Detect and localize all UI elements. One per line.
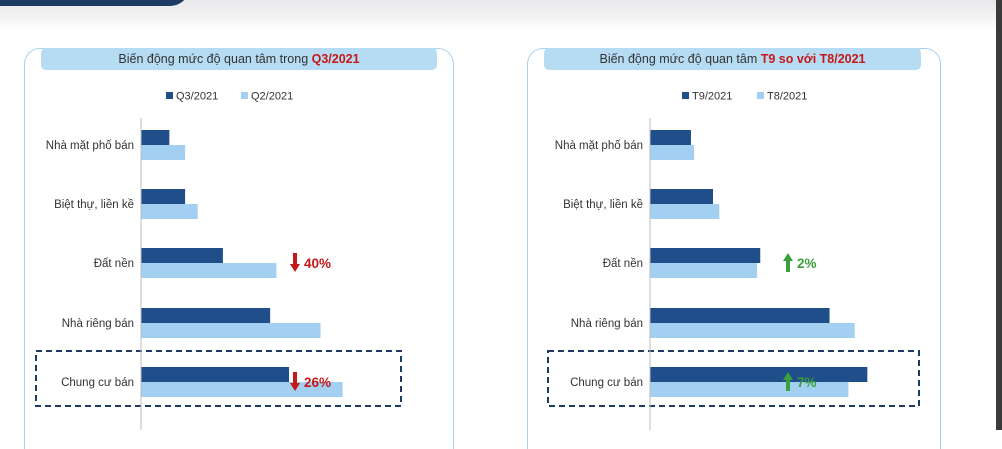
legend-swatch-right-0 bbox=[682, 92, 689, 99]
category-label-left-0: Nhà mặt phố bán bbox=[46, 140, 134, 152]
category-label-left-4: Chung cư bán bbox=[61, 377, 134, 389]
legend-label-right-1: T8/2021 bbox=[767, 91, 807, 103]
legend-label-left-0: Q3/2021 bbox=[176, 91, 218, 103]
category-label-right-3: Nhà riêng bán bbox=[571, 318, 643, 330]
legend-swatch-left-1 bbox=[241, 92, 248, 99]
bar-chart-right: T9/2021 T8/2021 Nhà mặt phố bán Biệt thự, l… bbox=[547, 91, 920, 430]
change-label-left-1: 26% bbox=[304, 375, 331, 390]
window-edge bbox=[996, 0, 1002, 430]
bar-left-0-1 bbox=[141, 145, 186, 160]
category-label-right-1: Biệt thự, liền kề bbox=[563, 199, 643, 211]
category-label-right-0: Nhà mặt phố bán bbox=[555, 140, 643, 152]
chart-title-left-text: Biến động mức độ quan tâm trong bbox=[118, 52, 312, 66]
chart-title-left: Biến động mức độ quan tâm trong Q3/2021 bbox=[41, 48, 437, 70]
change-arrow-left-0-icon bbox=[290, 253, 300, 272]
bar-right-2-0 bbox=[650, 248, 761, 263]
category-label-left-2: Đất nền bbox=[94, 258, 134, 270]
chart-title-right-text: Biến động mức độ quan tâm bbox=[599, 52, 761, 66]
category-label-left-1: Biệt thự, liền kề bbox=[54, 199, 134, 211]
header-accent bbox=[0, 0, 190, 6]
bar-right-1-1 bbox=[650, 204, 720, 219]
bar-left-3-1 bbox=[141, 323, 321, 338]
legend-label-right-0: T9/2021 bbox=[692, 91, 732, 103]
bar-right-1-0 bbox=[650, 189, 713, 204]
bar-left-0-0 bbox=[141, 130, 170, 145]
bar-right-2-1 bbox=[650, 263, 758, 278]
bar-right-3-1 bbox=[650, 323, 855, 338]
change-arrow-right-1-icon bbox=[783, 372, 793, 391]
chart-title-left-highlight: Q3/2021 bbox=[311, 52, 360, 66]
change-label-right-1: 7% bbox=[797, 375, 817, 390]
category-label-left-3: Nhà riêng bán bbox=[62, 318, 134, 330]
change-arrow-right-0-icon bbox=[783, 253, 793, 272]
change-label-left-0: 40% bbox=[304, 256, 331, 271]
chart-title-right-highlight: T9 so với T8/2021 bbox=[760, 52, 866, 66]
bar-left-1-1 bbox=[141, 204, 198, 219]
legend-swatch-right-1 bbox=[757, 92, 764, 99]
category-label-right-4: Chung cư bán bbox=[570, 377, 643, 389]
highlight-frame-left bbox=[35, 350, 402, 407]
bar-right-0-1 bbox=[650, 145, 695, 160]
bar-left-2-0 bbox=[141, 248, 223, 263]
bar-right-4-1 bbox=[650, 382, 849, 397]
highlight-frame-right bbox=[547, 350, 920, 407]
top-bar bbox=[0, 0, 1002, 30]
legend-label-left-1: Q2/2021 bbox=[251, 91, 293, 103]
bar-left-1-0 bbox=[141, 189, 186, 204]
bar-right-4-0 bbox=[650, 367, 868, 382]
bar-left-2-1 bbox=[141, 263, 277, 278]
change-label-right-0: 2% bbox=[797, 256, 817, 271]
legend-swatch-left-0 bbox=[166, 92, 173, 99]
category-label-right-2: Đất nền bbox=[603, 258, 643, 270]
chart-title-right: Biến động mức độ quan tâm T9 so với T8/2… bbox=[544, 48, 921, 70]
bar-left-3-0 bbox=[141, 308, 271, 323]
bar-left-4-0 bbox=[141, 367, 290, 382]
change-arrow-left-1-icon bbox=[290, 372, 300, 391]
bar-chart-left: Q3/2021 Q2/2021 Nhà mặt phố bán Biệt thự, l… bbox=[35, 91, 402, 430]
bar-right-0-0 bbox=[650, 130, 691, 145]
bar-right-3-0 bbox=[650, 308, 830, 323]
